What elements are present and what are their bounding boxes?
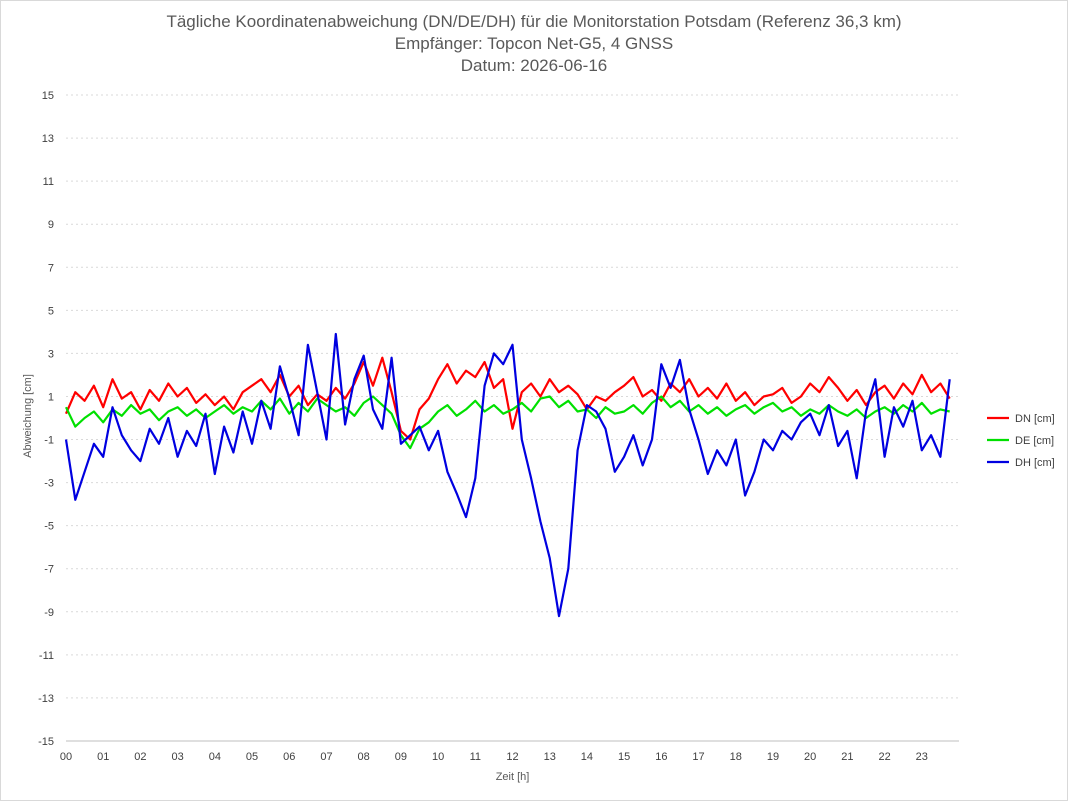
y-tick-label: 13 — [42, 133, 54, 145]
x-tick-label: 18 — [730, 751, 742, 763]
x-tick-label: 07 — [320, 751, 332, 763]
gridlines — [66, 94, 959, 699]
chart-title: Tägliche Koordinatenabweichung (DN/DE/DH… — [166, 12, 902, 31]
x-tick-label: 14 — [581, 751, 593, 763]
chart-subtitle-receiver: Empfänger: Topcon Net-G5, 4 GNSS — [394, 34, 674, 53]
legend-label: DH [cm] — [1015, 457, 1055, 469]
y-tick-label: 5 — [48, 305, 54, 317]
x-tick-label: 01 — [97, 751, 109, 763]
y-tick-label: -9 — [44, 607, 54, 619]
x-tick-label: 06 — [283, 751, 295, 763]
x-tick-label: 22 — [878, 751, 890, 763]
legend-item: DE [cm] — [987, 435, 1054, 447]
y-tick-label: 11 — [43, 176, 54, 188]
x-tick-label: 03 — [172, 751, 184, 763]
y-tick-label: -1 — [44, 435, 54, 447]
x-tick-label: 15 — [618, 751, 630, 763]
series-lines — [64, 332, 951, 618]
x-axis-title: Zeit [h] — [496, 771, 530, 783]
legend-label: DE [cm] — [1015, 435, 1054, 447]
chart-title-block: Tägliche Koordinatenabweichung (DN/DE/DH… — [1, 11, 1067, 77]
y-axis-tick-labels: 15 13 11 9 7 5 3 1 -1 -3 -5 -7 -9 -11 -13 -15 — [38, 90, 54, 748]
legend: DN [cm] DE [cm] DH [cm] — [987, 413, 1055, 469]
x-tick-label: 10 — [432, 751, 444, 763]
x-tick-label: 09 — [395, 751, 407, 763]
x-tick-label: 13 — [544, 751, 556, 763]
legend-label: DN [cm] — [1015, 413, 1055, 425]
series-line-de — [65, 395, 950, 450]
x-tick-label: 20 — [804, 751, 816, 763]
y-axis-title: Abweichung [cm] — [22, 374, 34, 458]
x-tick-label: 23 — [916, 751, 928, 763]
y-tick-label: 3 — [48, 348, 54, 360]
y-tick-label: 15 — [42, 90, 54, 102]
y-tick-label: 1 — [48, 391, 54, 403]
x-tick-label: 17 — [692, 751, 704, 763]
y-tick-label: -3 — [44, 478, 54, 490]
y-tick-label: -5 — [44, 521, 54, 533]
x-tick-label: 11 — [470, 751, 481, 763]
x-tick-label: 21 — [841, 751, 853, 763]
x-tick-label: 08 — [358, 751, 370, 763]
y-tick-label: -11 — [39, 650, 54, 662]
y-tick-label: -7 — [44, 564, 54, 576]
legend-item: DH [cm] — [987, 457, 1055, 469]
chart-subtitle-date: Datum: 2026-06-16 — [460, 56, 608, 75]
x-tick-label: 02 — [134, 751, 146, 763]
y-tick-label: -15 — [38, 736, 54, 748]
series-line-dh — [64, 332, 951, 618]
legend-item: DN [cm] — [987, 413, 1055, 425]
y-tick-label: -13 — [38, 693, 54, 705]
x-tick-label: 05 — [246, 751, 258, 763]
x-tick-label: 00 — [60, 751, 72, 763]
x-tick-label: 04 — [209, 751, 221, 763]
x-axis-tick-labels: 00 01 02 03 04 05 06 07 08 09 10 11 12 13 14 15 16 17 18 19… — [60, 751, 928, 763]
y-tick-label: 9 — [48, 219, 54, 231]
series-line-dn — [64, 356, 951, 441]
x-tick-label: 16 — [655, 751, 667, 763]
x-tick-label: 19 — [767, 751, 779, 763]
x-tick-label: 12 — [506, 751, 518, 763]
y-tick-label: 7 — [48, 262, 54, 274]
